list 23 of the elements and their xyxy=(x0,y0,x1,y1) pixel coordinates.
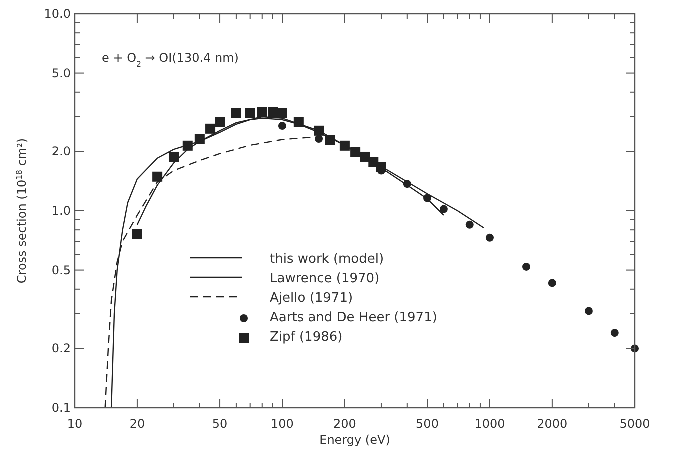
y-tick-label: 1.0 xyxy=(52,204,71,218)
x-tick-label: 10 xyxy=(67,417,83,431)
x-tick-label: 100 xyxy=(271,417,294,431)
x-tick-label: 500 xyxy=(416,417,439,431)
x-axis-title: Energy (eV) xyxy=(320,433,390,447)
legend-label: Lawrence (1970) xyxy=(270,272,380,286)
y-tick-label: 0.2 xyxy=(52,342,71,356)
legend-label: Aarts and De Heer (1971) xyxy=(270,310,438,326)
x-tick-label: 5000 xyxy=(620,417,650,431)
x-tick-label: 20 xyxy=(130,417,146,431)
x-tick-label: 50 xyxy=(212,417,228,431)
legend-label: Zipf (1986) xyxy=(270,330,343,345)
y-tick-label: 0.1 xyxy=(52,401,71,415)
x-tick-label: 2000 xyxy=(537,417,568,431)
legend-label: this work (model) xyxy=(270,252,384,267)
y-tick-label: 5.0 xyxy=(52,66,71,80)
legend-label: Ajello (1971) xyxy=(270,291,354,306)
y-tick-label: 10.0 xyxy=(44,7,71,21)
y-tick-label: 0.5 xyxy=(52,263,71,278)
x-tick-label: 200 xyxy=(333,417,356,431)
annotation: e + O$_{2}$ → OI(130.4 nm) xyxy=(102,51,239,68)
x-tick-label: 1000 xyxy=(474,417,506,431)
y-tick-label: 2.0 xyxy=(52,144,71,159)
